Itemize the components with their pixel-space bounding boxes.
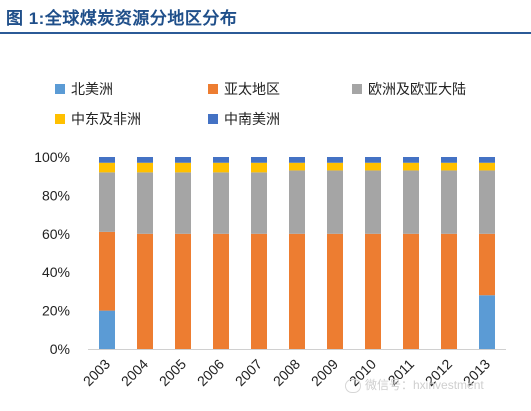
bar-segment [251, 233, 267, 349]
x-tick-label: 2009 [308, 356, 341, 389]
bar-segment [289, 162, 305, 171]
bar-segment [327, 233, 343, 349]
y-tick-label: 100% [34, 149, 70, 165]
x-tick-label: 2007 [232, 356, 265, 389]
legend-swatch-north-america [55, 84, 65, 94]
bar-segment [251, 162, 267, 173]
x-tick-label: 2006 [194, 356, 227, 389]
bar-segment [365, 157, 381, 163]
bar-segment [99, 162, 115, 173]
bar-segment [479, 170, 495, 234]
legend-swatch-asia-pacific [208, 84, 218, 94]
bar-segment [99, 172, 115, 232]
y-tick-label: 20% [42, 303, 70, 319]
bar-segment [99, 157, 115, 163]
bar-segment [175, 233, 191, 349]
legend-swatch-europe-eurasia [352, 84, 362, 94]
wechat-icon [345, 378, 361, 393]
bar-segment [365, 233, 381, 349]
bar-segment [137, 157, 153, 163]
bar-segment [137, 172, 153, 234]
legend-label-north-america: 北美洲 [71, 81, 113, 97]
x-tick-label: 2004 [118, 356, 151, 389]
legend-item-asia-pacific: 亚太地区 [208, 79, 280, 99]
legend-label-middle-east-africa: 中东及非洲 [71, 111, 141, 127]
bar-segment [137, 162, 153, 173]
bar-segment [365, 162, 381, 171]
bar-segment [99, 231, 115, 311]
bar-segment [327, 162, 343, 171]
legend-swatch-latin-america [208, 114, 218, 124]
legend-item-middle-east-africa: 中东及非洲 [55, 109, 141, 129]
bar-segment [479, 233, 495, 296]
bar-segment [479, 157, 495, 163]
bar-segment [441, 170, 457, 234]
legend-label-asia-pacific: 亚太地区 [224, 81, 280, 97]
bar-segment [99, 310, 115, 349]
bar-segment [441, 162, 457, 171]
x-tick-label: 2008 [270, 356, 303, 389]
x-tick-label: 2003 [80, 356, 113, 389]
watermark-text: 微信号：hxinvestment [365, 378, 484, 392]
legend-swatch-middle-east-africa [55, 114, 65, 124]
bar-segment [479, 162, 495, 171]
y-tick-label: 80% [42, 187, 70, 203]
bar-segment [327, 170, 343, 234]
bar-segment [479, 295, 495, 349]
bar-segment [403, 162, 419, 171]
bar-segment [213, 233, 229, 349]
bar-segment [175, 157, 191, 163]
bar-segment [175, 172, 191, 234]
watermark: 微信号：hxinvestment [345, 376, 484, 393]
y-tick-label: 40% [42, 264, 70, 280]
legend-label-latin-america: 中南美洲 [224, 111, 280, 127]
bar-segment [175, 162, 191, 173]
legend-label-europe-eurasia: 欧洲及欧亚大陆 [368, 81, 466, 97]
title-divider [0, 32, 531, 34]
bar-segment [289, 233, 305, 349]
bar-segment [137, 233, 153, 349]
bar-segment [213, 162, 229, 173]
bar-segment [251, 172, 267, 234]
legend-item-north-america: 北美洲 [55, 79, 113, 99]
legend-item-latin-america: 中南美洲 [208, 109, 280, 129]
bar-segment [441, 233, 457, 349]
x-tick-label: 2005 [156, 356, 189, 389]
bar-segment [213, 172, 229, 234]
bar-segment [327, 157, 343, 163]
y-tick-label: 60% [42, 226, 70, 242]
bar-segment [403, 157, 419, 163]
chart-legend: 北美洲 亚太地区 欧洲及欧亚大陆 中东及非洲 中南美洲 [0, 0, 531, 140]
bar-segment [289, 157, 305, 163]
bar-segment [365, 170, 381, 234]
bar-segment [251, 157, 267, 163]
bar-segment [289, 170, 305, 234]
bar-segment [213, 157, 229, 163]
bar-segment [441, 157, 457, 163]
chart-title: 图 1:全球煤炭资源分地区分布 [6, 9, 238, 28]
y-tick-label: 0% [50, 341, 70, 357]
legend-item-europe-eurasia: 欧洲及欧亚大陆 [352, 79, 466, 99]
bar-segment [403, 170, 419, 234]
bar-segment [403, 233, 419, 349]
